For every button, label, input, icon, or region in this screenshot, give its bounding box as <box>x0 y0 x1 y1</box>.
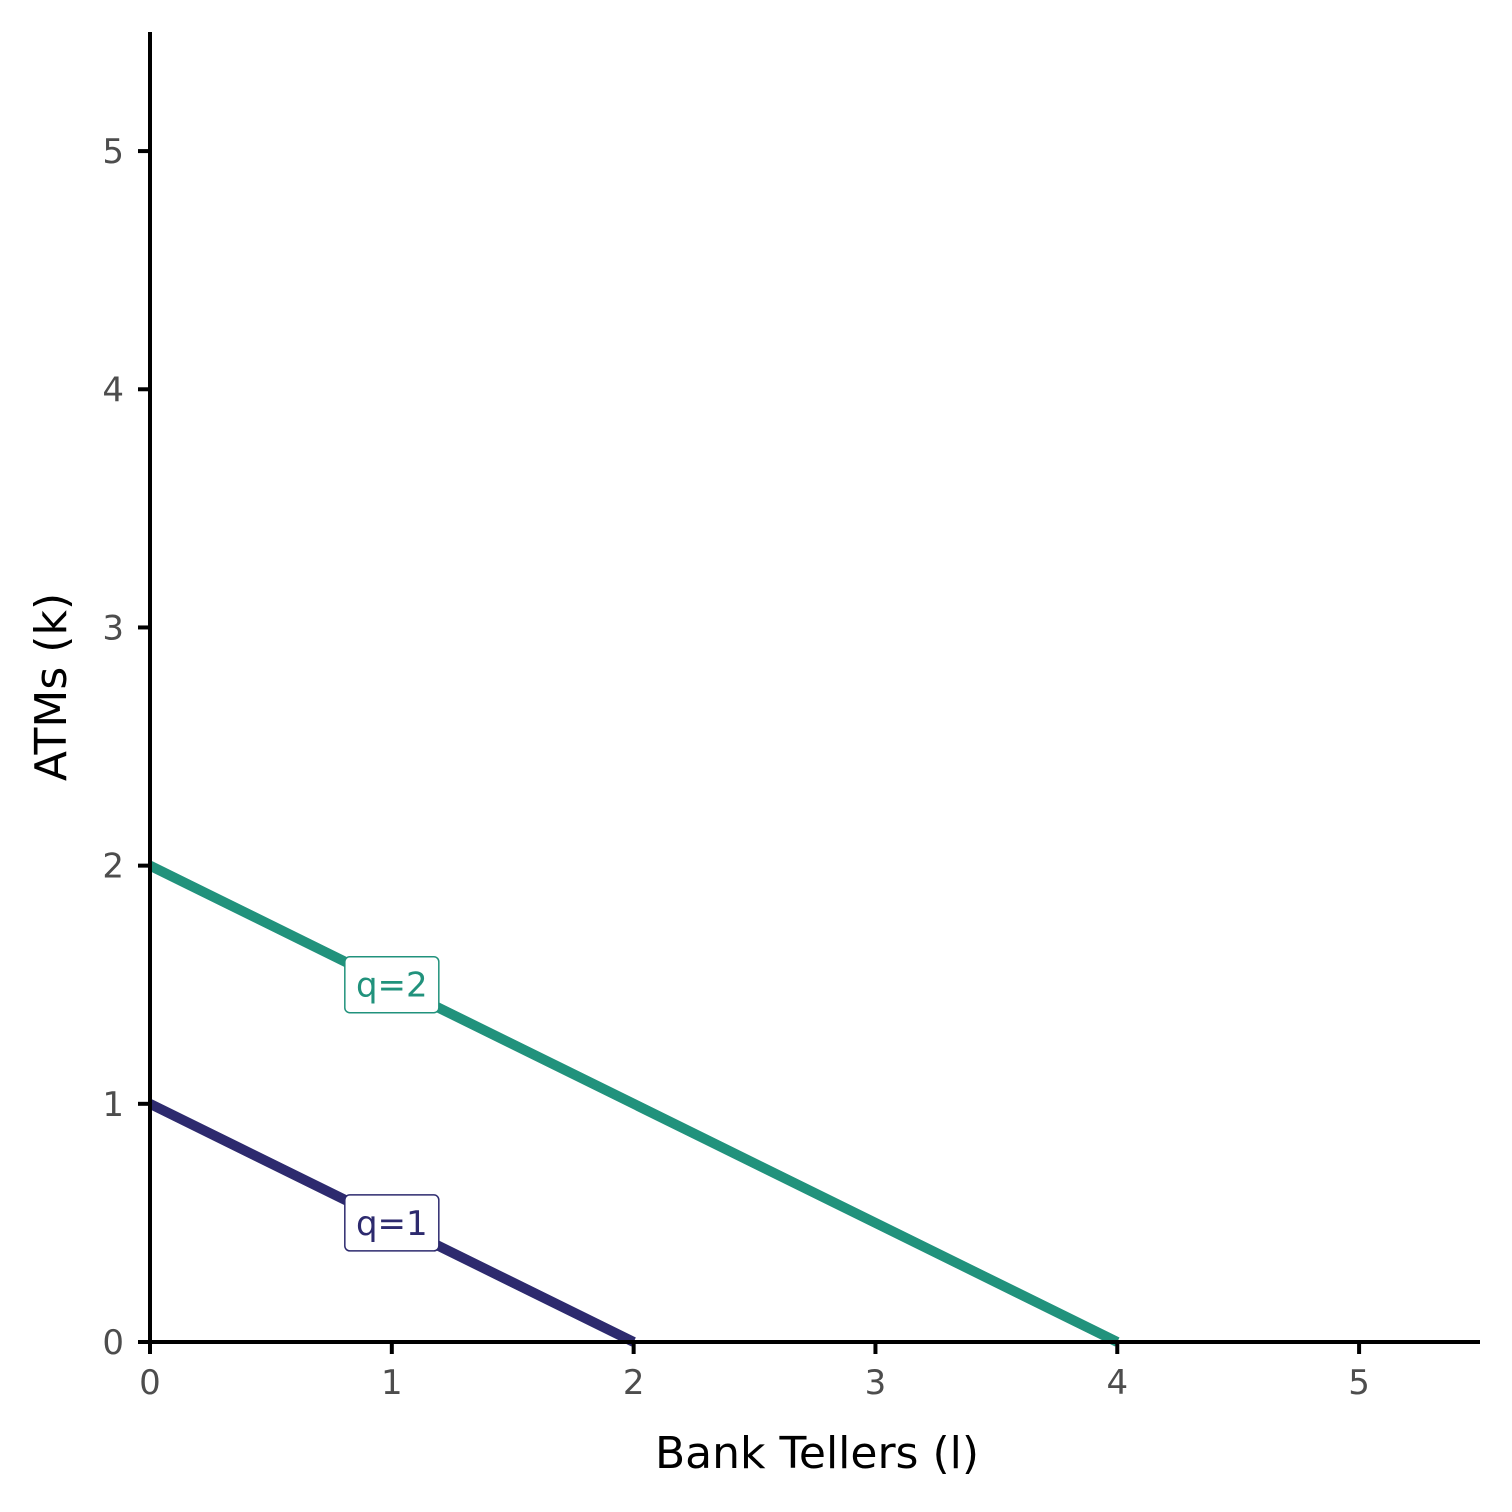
x-tick-label: 0 <box>139 1363 161 1403</box>
x-tick-label: 1 <box>381 1363 403 1403</box>
series-line-2 <box>147 861 1120 1347</box>
x-tick-label: 3 <box>865 1363 887 1403</box>
x-axis-ticks: 0 1 2 3 4 5 <box>139 1342 1370 1403</box>
x-axis-title: Bank Tellers (l) <box>655 1428 979 1479</box>
series-labels: q=1 q=2 <box>344 955 440 1252</box>
series-label: q=1 <box>356 1204 428 1244</box>
series-layer <box>147 861 1120 1347</box>
series-label: q=2 <box>356 966 428 1006</box>
y-axis-title: ATMs (k) <box>26 593 77 781</box>
series-label-box <box>344 955 440 1014</box>
x-tick-label: 2 <box>623 1363 645 1403</box>
y-tick-label: 0 <box>102 1323 124 1363</box>
y-tick-label: 3 <box>102 608 124 648</box>
x-tick-label: 4 <box>1106 1363 1128 1403</box>
x-tick-label: 5 <box>1348 1363 1370 1403</box>
axes-layer <box>148 32 1480 1344</box>
y-tick-label: 2 <box>102 847 124 887</box>
y-tick-label: 4 <box>102 370 124 410</box>
series-label-box <box>344 1194 440 1252</box>
y-tick-label: 5 <box>102 132 124 172</box>
y-tick-label: 1 <box>102 1085 124 1125</box>
y-axis-ticks: 0 1 2 3 4 5 <box>102 132 150 1363</box>
